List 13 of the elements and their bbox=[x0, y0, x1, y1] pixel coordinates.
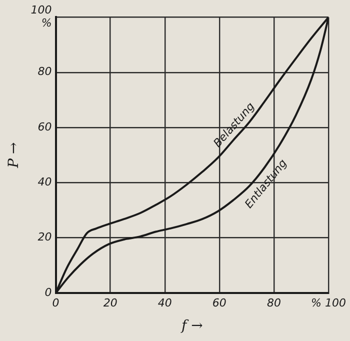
x-tick-label: 20 bbox=[103, 296, 118, 310]
x-tick-label: % 100 bbox=[311, 296, 346, 310]
y-tick-label: 0 bbox=[44, 286, 52, 299]
x-tick-label: 80 bbox=[266, 296, 281, 310]
y-tick-label: 60 bbox=[38, 120, 52, 134]
y-tick-label: 80 bbox=[38, 65, 52, 78]
x-tick-label: 40 bbox=[158, 296, 172, 310]
y-axis-title: P → bbox=[6, 142, 22, 169]
x-tick-label: 60 bbox=[212, 296, 226, 310]
y-tick-label: 40 bbox=[38, 176, 52, 189]
y-tick-label: 100 % bbox=[30, 3, 52, 30]
x-axis-title: f → bbox=[180, 318, 204, 334]
y-tick-label: 20 bbox=[38, 230, 52, 244]
